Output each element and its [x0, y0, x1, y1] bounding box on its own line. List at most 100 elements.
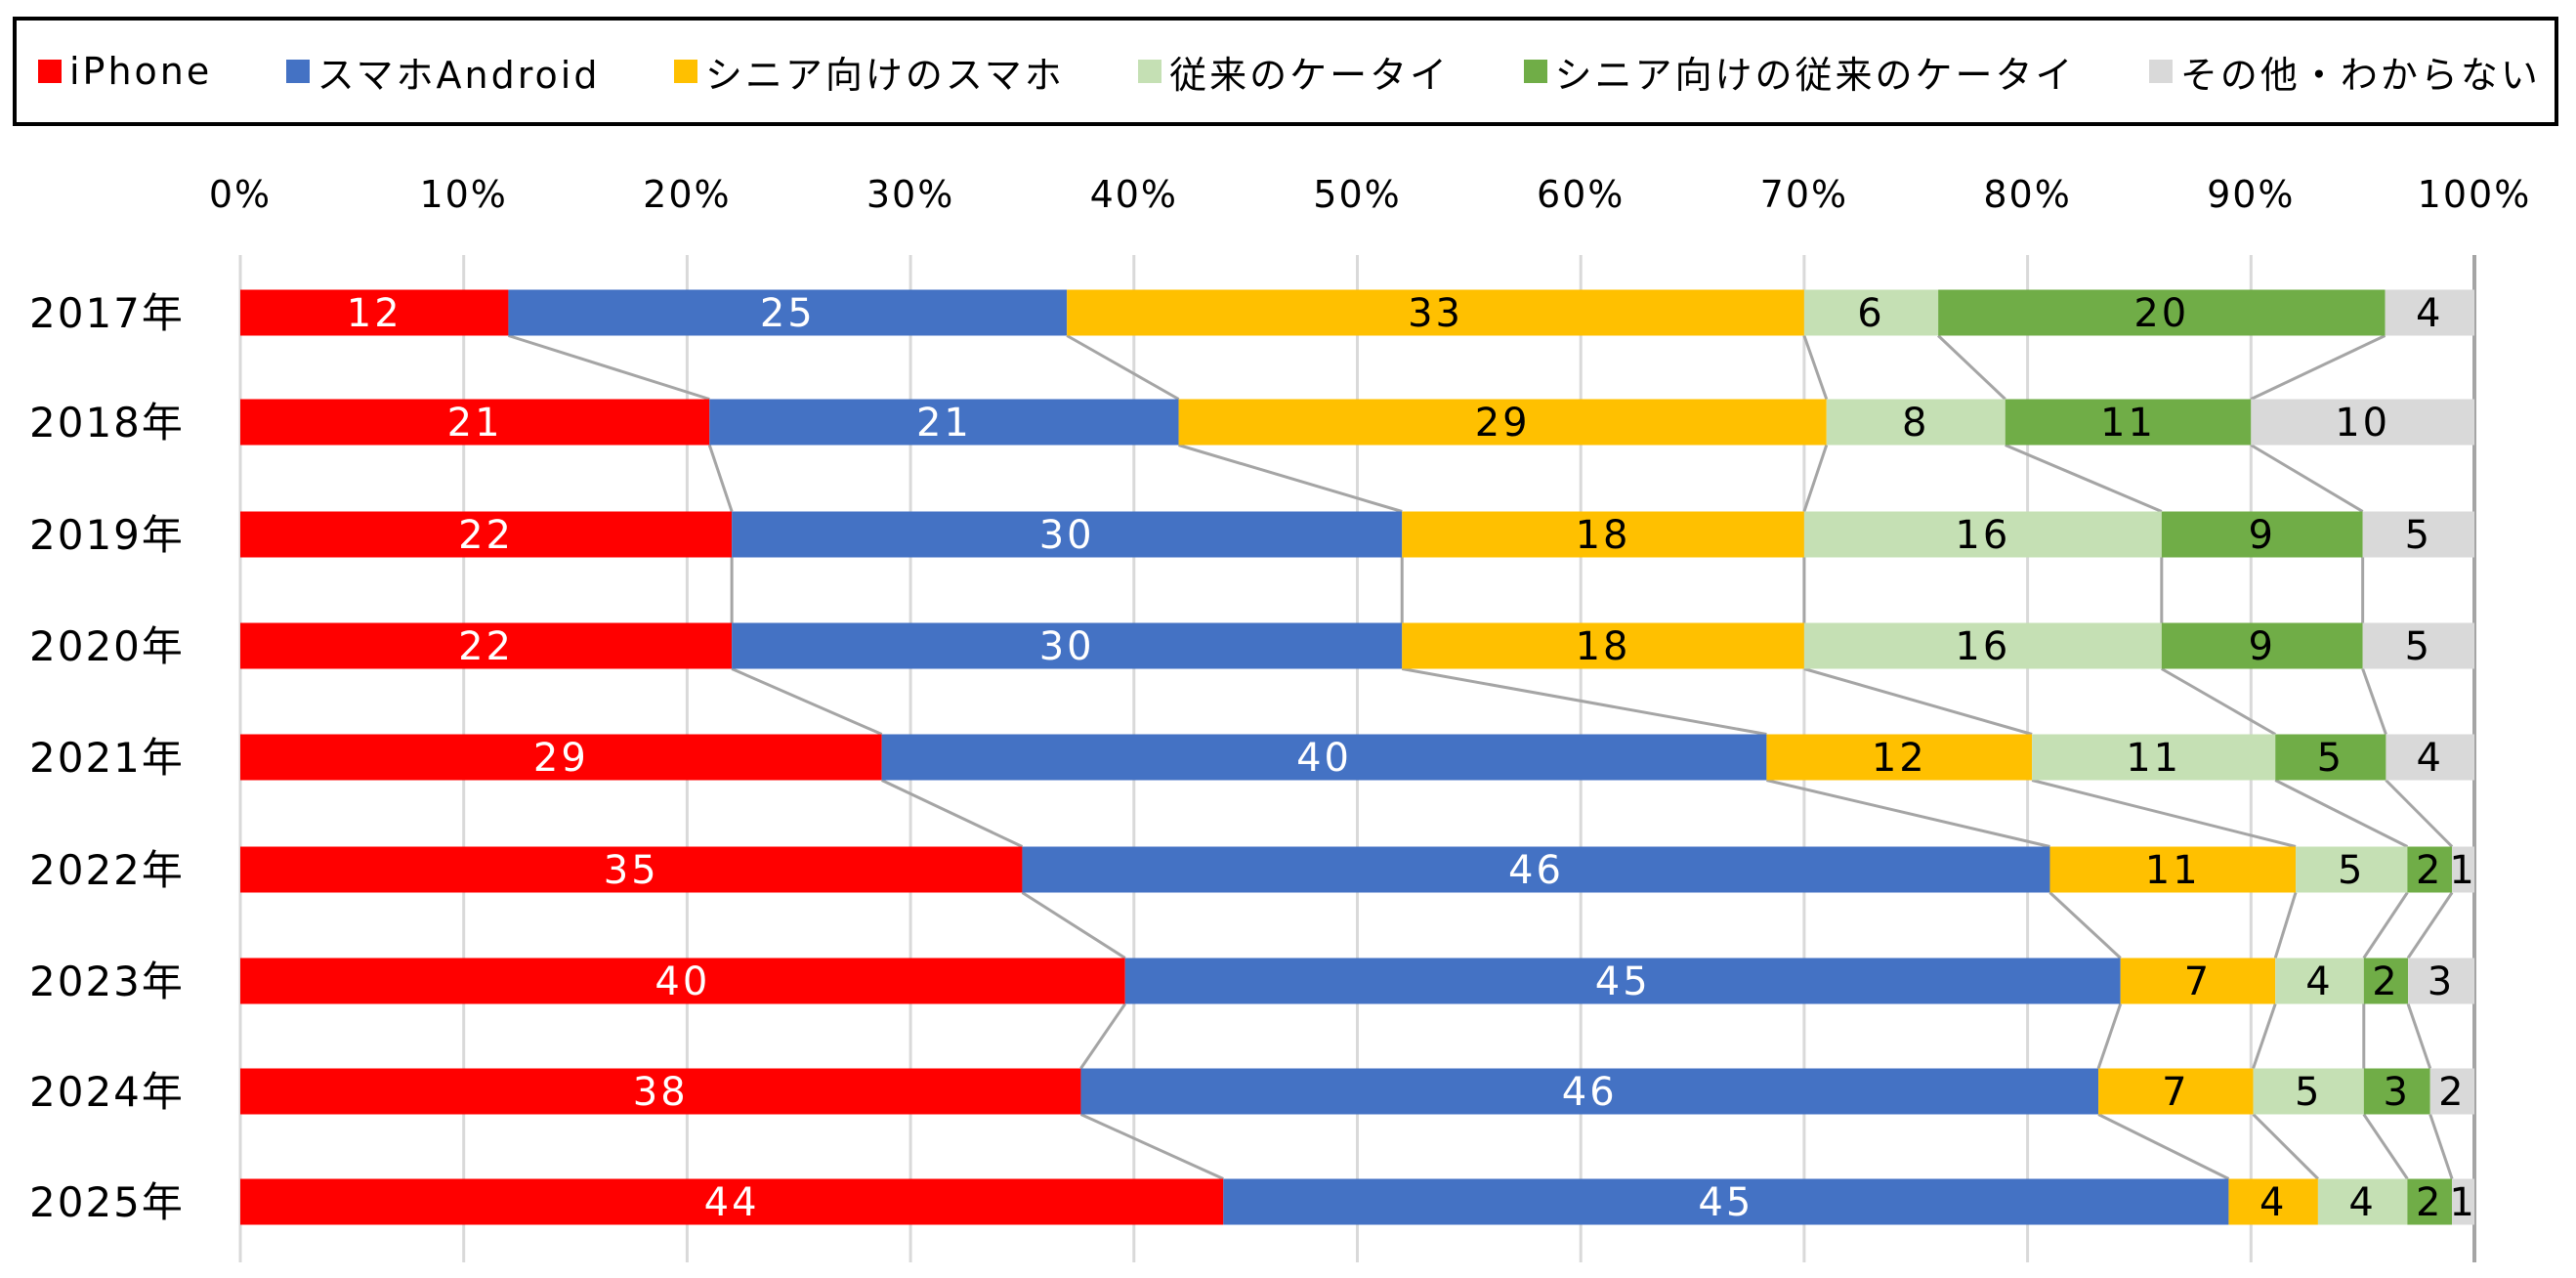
series-connector-line — [1802, 445, 1829, 512]
series-connector-line — [2097, 1113, 2230, 1180]
data-label: 9 — [2249, 513, 2276, 558]
series-connector-line — [731, 667, 883, 736]
data-label: 30 — [1039, 624, 1095, 669]
bar-segment — [2228, 1178, 2318, 1225]
bar-segment — [240, 958, 1125, 1004]
bar-segment — [2161, 511, 2363, 558]
bar-segment — [2452, 846, 2474, 893]
bar-segment — [2275, 958, 2364, 1004]
series-connector-line — [2361, 667, 2387, 736]
bar-segment — [508, 289, 1068, 336]
series-connector-line — [2031, 779, 2297, 848]
bar-segment — [2032, 734, 2276, 781]
bar-segment — [2429, 1068, 2474, 1115]
data-label: 11 — [2126, 736, 2181, 781]
data-label: 21 — [447, 401, 503, 446]
bar-segment — [2120, 958, 2276, 1004]
x-tick-label: 50% — [1313, 173, 1401, 216]
bar-segment — [2253, 1068, 2364, 1115]
data-label: 4 — [2416, 736, 2443, 781]
data-label: 40 — [655, 959, 710, 1004]
data-label: 4 — [2348, 1180, 2376, 1225]
bar-segment — [709, 399, 1179, 446]
bar-segment — [240, 511, 733, 558]
x-tick-label: 20% — [643, 173, 731, 216]
data-label: 4 — [2259, 1180, 2287, 1225]
bar-segment — [240, 1068, 1081, 1115]
bar-segment — [1067, 289, 1804, 336]
legend: iPhone スマホAndroid シニア向けのスマホ 従来のケータイ シニア向けの従来… — [13, 17, 2558, 126]
data-label: 12 — [1872, 736, 1927, 781]
bar-segment — [2317, 1178, 2408, 1225]
series-connector-line — [2048, 891, 2122, 959]
bar-segment — [2161, 622, 2363, 669]
data-label: 30 — [1039, 513, 1095, 558]
bar-segment — [2386, 734, 2474, 781]
legend-swatch — [38, 60, 62, 83]
legend-item: iPhone — [38, 50, 212, 93]
series-connector-line — [2362, 891, 2409, 959]
x-tick-label: 90% — [2207, 173, 2295, 216]
data-label: 35 — [604, 848, 659, 893]
bar-segment — [240, 734, 882, 781]
series-connector-line — [881, 779, 1024, 848]
data-label: 44 — [704, 1180, 760, 1225]
series-connector-line — [2385, 779, 2454, 848]
data-label: 16 — [1955, 513, 2010, 558]
x-tick-label: 100% — [2418, 173, 2532, 216]
legend-label: シニア向けのスマホ — [704, 53, 1065, 97]
bar-segment — [2275, 734, 2386, 781]
series-connector-line — [2250, 444, 2364, 513]
bar-segment — [2452, 1178, 2474, 1225]
x-tick-label: 40% — [1090, 173, 1178, 216]
bar-segment — [240, 1178, 1224, 1225]
data-label: 5 — [2405, 513, 2432, 558]
data-label: 38 — [633, 1070, 689, 1115]
x-tick-label: 70% — [1760, 173, 1848, 216]
bar-segment — [240, 399, 710, 446]
data-label: 1 — [2449, 1180, 2476, 1225]
data-label: 22 — [458, 624, 514, 669]
bar-segment — [2251, 399, 2474, 446]
x-tick-label: 0% — [209, 173, 272, 216]
bar-segment — [1402, 622, 1804, 669]
y-category-label: 2019年 — [29, 511, 185, 559]
data-label: 5 — [2317, 736, 2344, 781]
legend-label: iPhone — [69, 50, 213, 93]
bar-segment — [732, 622, 1403, 669]
bar-segment — [1803, 622, 2162, 669]
data-label: 2 — [2416, 1180, 2443, 1225]
series-connector-line — [1766, 779, 2050, 848]
data-label: 4 — [2416, 291, 2443, 336]
legend-label: 従来のケータイ — [1169, 53, 1451, 97]
data-label: 8 — [1902, 401, 1929, 446]
series-connector-line — [2406, 1003, 2432, 1069]
series-connector-line — [2161, 667, 2276, 736]
series-connector-line — [2252, 1113, 2319, 1180]
bar-segment — [1124, 958, 2121, 1004]
bar-segment — [2049, 846, 2297, 893]
data-label: 21 — [916, 401, 972, 446]
legend-label: シニア向けの従来のケータイ — [1554, 53, 2076, 97]
bar-segment — [2385, 289, 2474, 336]
data-label: 12 — [347, 291, 402, 336]
data-label: 46 — [1508, 848, 1564, 893]
legend-label: その他・わからない — [2179, 53, 2541, 97]
bar-segment — [1402, 511, 1804, 558]
data-label: 7 — [2162, 1070, 2189, 1115]
data-label: 40 — [1296, 736, 1352, 781]
bar-segment — [2363, 1068, 2430, 1115]
legend-label: スマホAndroid — [317, 53, 601, 97]
bar-segment — [240, 846, 1023, 893]
x-tick-label: 10% — [419, 173, 507, 216]
series-connector-line — [2406, 891, 2454, 959]
data-label: 11 — [2100, 401, 2156, 446]
bar-segment — [732, 511, 1403, 558]
series-connector-line — [1021, 891, 1126, 959]
bar-segment — [2098, 1068, 2254, 1115]
data-label: 29 — [533, 736, 589, 781]
data-label: 22 — [458, 513, 514, 558]
y-category-label: 2017年 — [29, 289, 185, 337]
legend-item: その他・わからない — [2148, 45, 2541, 99]
data-label: 2 — [2372, 959, 2399, 1004]
